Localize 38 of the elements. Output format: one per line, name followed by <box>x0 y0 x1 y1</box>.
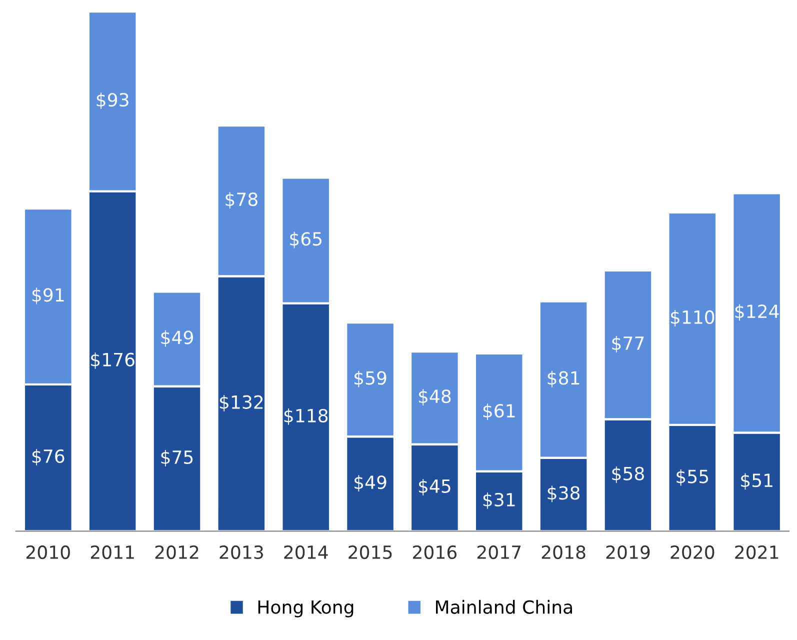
data-label: $91 <box>32 288 64 304</box>
data-label: $75 <box>161 450 193 466</box>
x-tick-label: 2014 <box>284 545 328 560</box>
data-label: $31 <box>483 492 515 509</box>
x-tick-label: 2012 <box>155 545 198 560</box>
data-label: $48 <box>418 389 451 406</box>
data-label: $65 <box>290 232 322 248</box>
data-label: $110 <box>670 310 714 326</box>
data-label: $59 <box>354 370 386 388</box>
x-tick-label: 2011 <box>90 545 134 560</box>
x-tick-label: 2020 <box>670 545 714 560</box>
x-tick-label: 2016 <box>413 545 457 560</box>
x-tick-label: 2021 <box>735 545 778 560</box>
data-label: $38 <box>548 486 580 502</box>
legend-label: Mainland China <box>436 600 572 614</box>
data-label: $51 <box>741 473 772 490</box>
data-label: $81 <box>548 370 580 388</box>
legend-label: Hong Kong <box>258 600 354 618</box>
data-label: $124 <box>735 304 779 321</box>
x-tick-label: 2018 <box>542 545 586 560</box>
data-label: $45 <box>418 479 450 496</box>
data-label: $118 <box>284 408 328 425</box>
x-tick-label: 2017 <box>477 545 521 560</box>
x-tick-label: 2010 <box>26 545 70 560</box>
x-tick-label: 2013 <box>220 545 263 560</box>
x-tick-label: 2015 <box>348 545 392 560</box>
data-label: $55 <box>676 469 708 486</box>
data-label: $77 <box>612 336 644 352</box>
data-label: $176 <box>91 352 134 369</box>
data-label: $61 <box>483 404 515 420</box>
data-label: $93 <box>96 92 128 110</box>
data-label: $78 <box>226 192 258 209</box>
data-label: $49 <box>354 475 386 492</box>
data-label: $49 <box>161 330 193 347</box>
data-label: $132 <box>220 394 263 412</box>
x-tick-label: 2019 <box>606 545 650 560</box>
data-label: $58 <box>612 466 644 483</box>
data-label: $76 <box>32 449 64 466</box>
